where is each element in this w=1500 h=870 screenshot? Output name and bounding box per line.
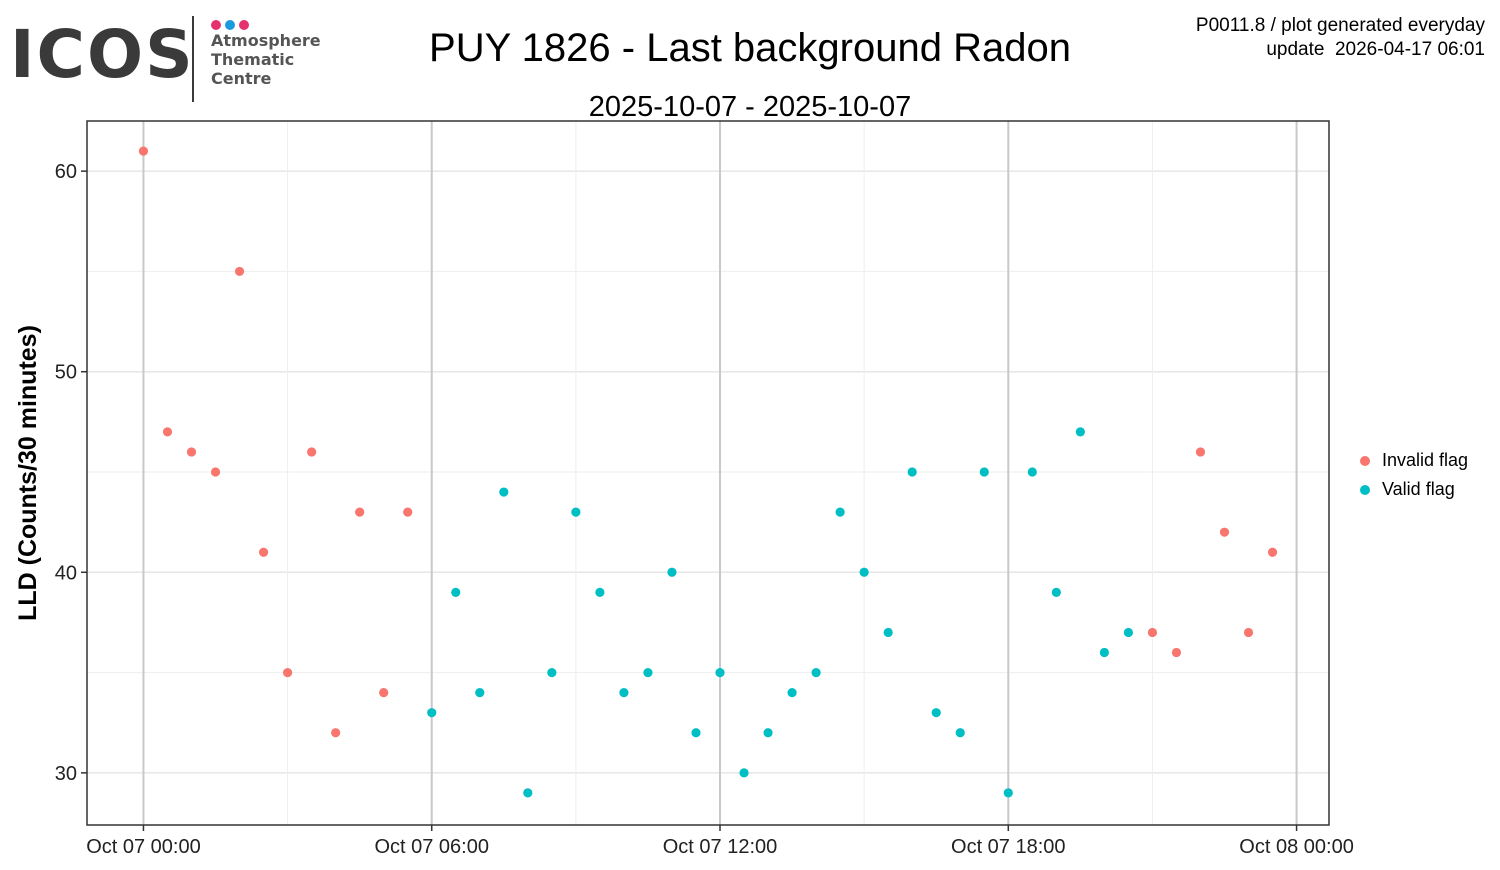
x-tick-label: Oct 07 12:00 [663,836,778,858]
data-point [859,567,869,577]
data-point [1027,467,1037,477]
meta-update: update 2026-04-17 06:01 [1266,39,1485,60]
data-point [931,708,941,718]
data-point [811,667,821,678]
data-point [403,507,413,517]
data-point [595,587,605,597]
data-point [258,547,269,557]
legend-label: Valid flag [1382,479,1455,499]
data-point [162,427,173,437]
data-point [210,467,221,477]
logo-dots [211,17,253,30]
x-tick-label: Oct 08 00:00 [1239,836,1354,858]
logo-dot [239,20,249,30]
logo-line: Atmosphere [211,31,321,50]
data-point [1099,647,1109,658]
data-point [355,507,365,517]
data-point [282,667,293,678]
x-tick-label: Oct 07 18:00 [951,836,1066,858]
y-tick-label: 30 [55,763,77,785]
data-point [307,447,317,457]
data-point [763,728,773,738]
legend-marker [1360,484,1370,495]
logo-text: Atmosphere Thematic Centre [211,31,321,88]
data-point [138,146,149,156]
data-point [499,487,509,497]
data-point [667,567,677,577]
data-point [475,688,485,698]
chart-title: PUY 1826 - Last background Radon [429,26,1071,70]
legend-item: Valid flag [1360,475,1468,504]
y-axis-label: LLD (Counts/30 minutes) [14,325,42,621]
data-point [1147,627,1158,638]
x-tick-label: Oct 07 00:00 [86,836,201,858]
data-point [523,788,533,798]
x-tick-label: Oct 07 06:00 [374,836,489,858]
logo-dot [225,20,235,30]
logo-separator [192,16,194,102]
data-point [1219,527,1230,537]
data-point [1267,547,1278,557]
data-point [1003,788,1013,798]
data-point [1123,627,1134,638]
data-point [955,728,965,738]
data-point [691,728,701,738]
logo-line: Centre [211,69,272,88]
y-tick-label: 60 [55,161,77,183]
data-point [979,467,989,477]
data-point [835,507,845,517]
data-point [331,728,341,738]
data-point [234,266,245,277]
meta-generated: P0011.8 / plot generated everyday [1195,15,1485,36]
plot-border [86,120,1330,826]
legend-marker [1360,455,1370,466]
data-point [787,688,797,698]
data-point [1075,427,1085,437]
legend-label: Invalid flag [1382,450,1469,470]
data-point [427,708,437,718]
chart-subtitle: 2025-10-07 - 2025-10-07 [588,91,912,123]
data-point [643,667,653,678]
y-tick-label: 50 [55,362,77,384]
legend: Invalid flag Valid flag [1360,446,1468,504]
legend-item: Invalid flag [1360,446,1468,475]
data-point [619,688,629,698]
data-point [379,688,389,698]
data-point [1171,647,1182,658]
icos-logo: ICOS Atmosphere Thematic Centre [10,14,330,106]
y-tick-label: 40 [55,562,77,584]
data-point [547,667,557,678]
plot-meta: P0011.8 / plot generated everyday update… [1196,14,1485,62]
data-point [186,447,197,457]
logo-line: Thematic [211,50,295,69]
logo-wordmark: ICOS [10,16,195,93]
data-point [883,627,893,638]
data-point [907,467,917,477]
data-point [451,587,461,597]
data-point [1051,587,1061,597]
data-point [1243,627,1254,638]
logo-dot [211,20,221,30]
data-point [715,667,725,678]
data-point [1195,447,1206,457]
data-point [571,507,581,517]
data-point [739,768,749,778]
